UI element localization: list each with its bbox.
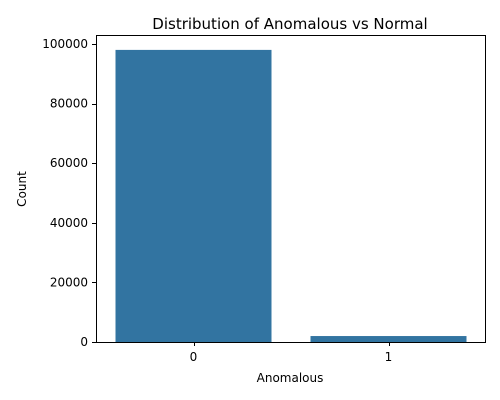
x-tick-label: 0 (190, 350, 198, 364)
x-tick-label: 1 (385, 350, 393, 364)
y-tick-label: 0 (80, 335, 88, 349)
y-axis-ticks: 0 20000 40000 60000 80000 100000 (42, 37, 96, 349)
y-tick-label: 20000 (50, 275, 88, 289)
bar-0 (115, 49, 272, 343)
y-tick-label: 40000 (50, 216, 88, 230)
y-tick-label: 80000 (50, 97, 88, 111)
x-axis-label: Anomalous (257, 371, 324, 385)
bar-1 (310, 336, 467, 342)
y-tick-label: 60000 (50, 156, 88, 170)
bars-layer (115, 49, 467, 343)
chart-title: Distribution of Anomalous vs Normal (152, 15, 427, 33)
y-tick-label: 100000 (42, 37, 88, 51)
y-axis-label: Count (15, 171, 29, 207)
